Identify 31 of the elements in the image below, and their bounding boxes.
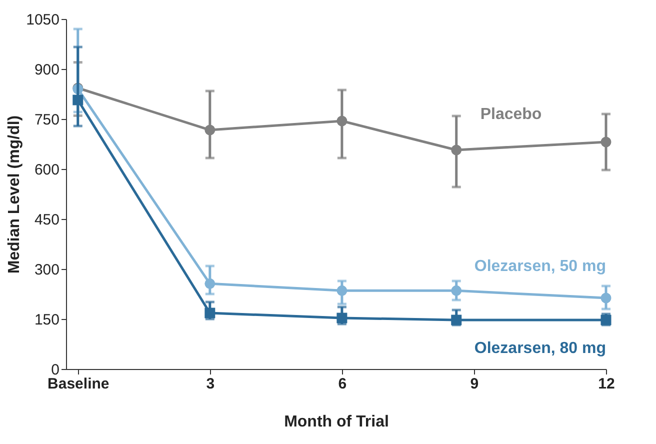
y-tick-label: 750 [34, 112, 60, 128]
point [204, 308, 216, 318]
x-tick-label: 9 [470, 376, 479, 392]
point [600, 136, 612, 148]
x-tick-label: 6 [338, 376, 347, 392]
point [451, 144, 462, 156]
point [204, 278, 216, 289]
y-axis-title: Median Level (mg/dl) [6, 115, 24, 274]
y-tick-label: 600 [34, 162, 60, 178]
point [451, 314, 462, 326]
point [204, 124, 216, 136]
x-tick-label: Baseline [48, 376, 110, 392]
y-tick-label: 0 [51, 362, 60, 378]
point [600, 292, 612, 304]
x-tick-label: 12 [598, 376, 615, 392]
y-tick-label: 900 [34, 62, 60, 78]
x-axis-title: Month of Trial [284, 414, 389, 430]
series-label: Olezarsen, 80 mg [474, 340, 606, 357]
point [600, 314, 612, 326]
x-tick-label: 3 [206, 376, 215, 392]
point [336, 285, 348, 296]
y-tick-label: 300 [34, 262, 60, 278]
point [336, 116, 348, 126]
y-tick-label: 1050 [26, 12, 60, 28]
y-tick-label: 150 [34, 312, 60, 328]
series-label: Placebo [480, 106, 542, 123]
point [336, 312, 348, 324]
point [451, 285, 462, 296]
series-label: Olezarsen, 50 mg [474, 258, 606, 275]
y-tick-label: 450 [34, 212, 60, 228]
point [72, 94, 84, 106]
